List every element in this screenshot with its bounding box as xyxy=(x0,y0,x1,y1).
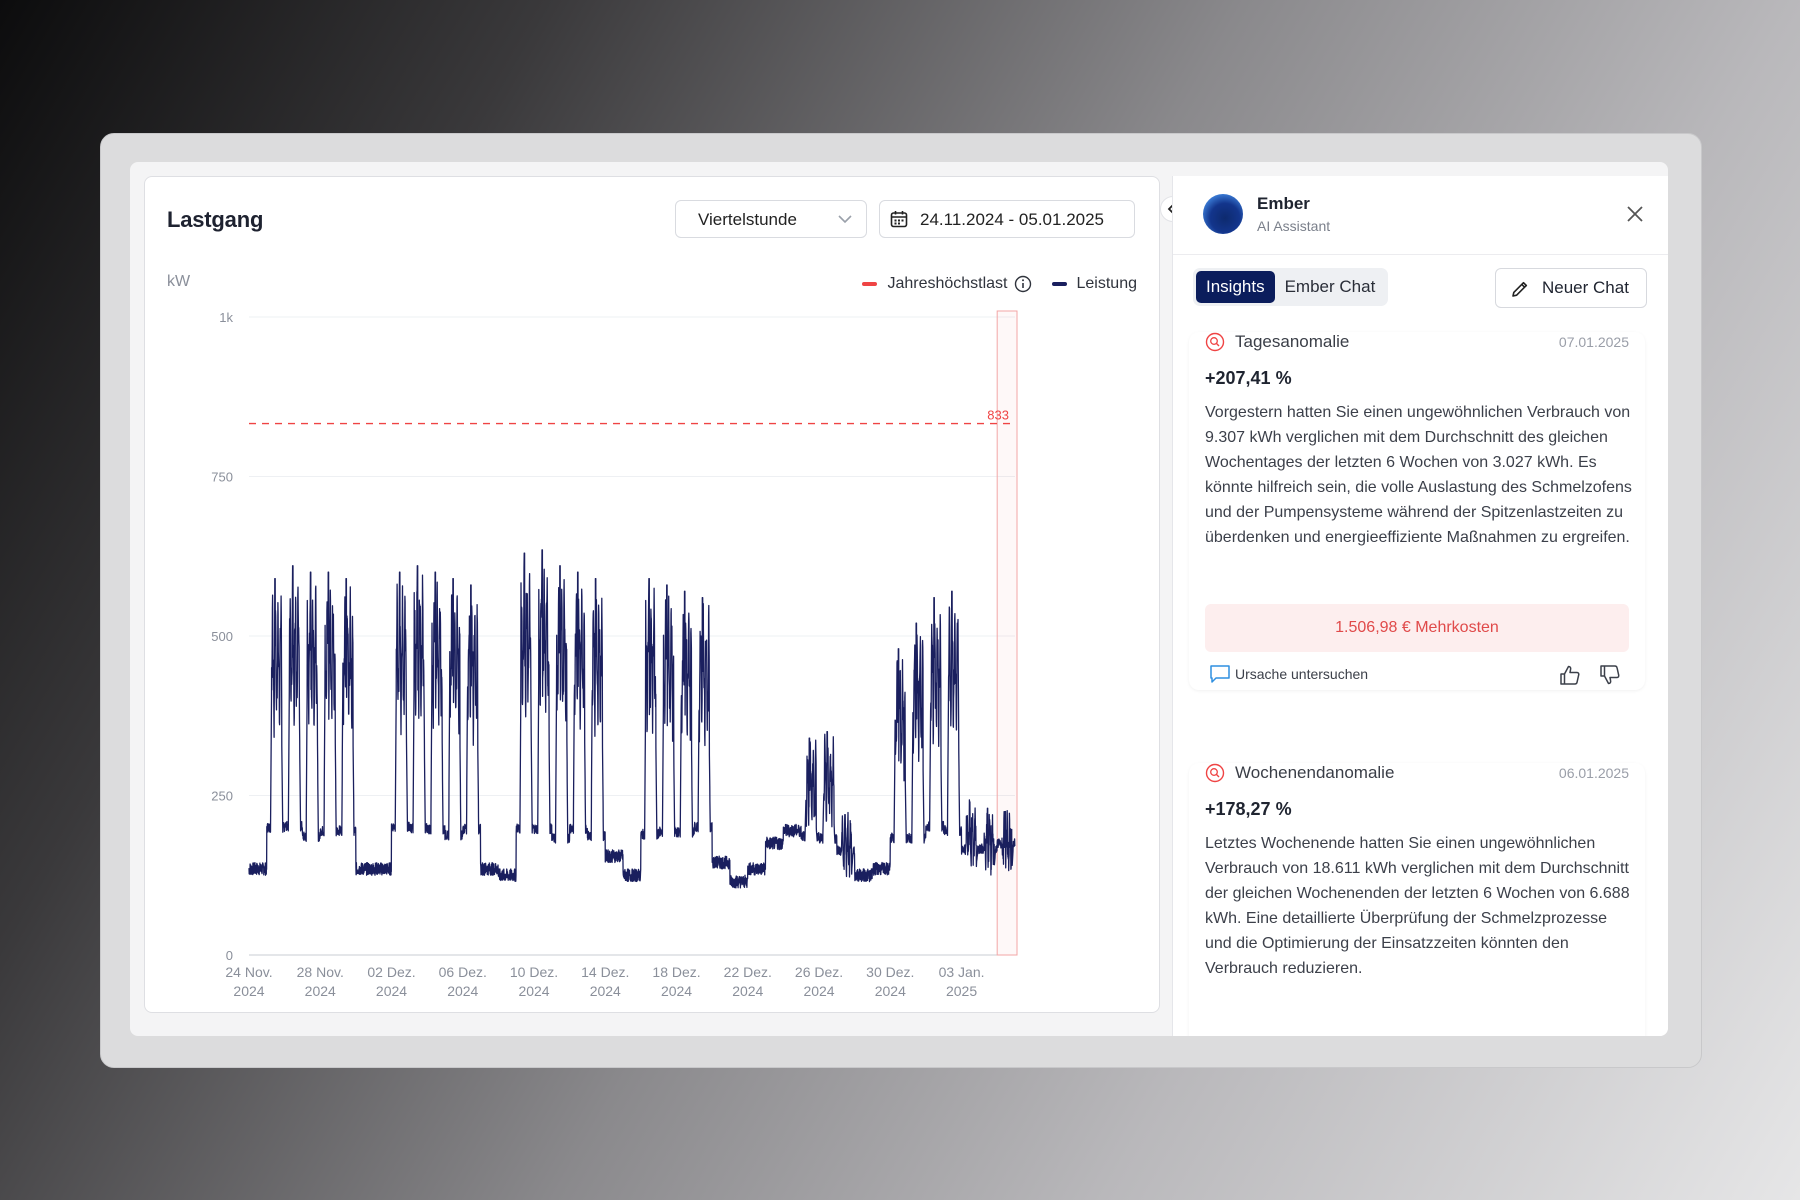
chart-title: Lastgang xyxy=(167,207,264,232)
tab-insights[interactable]: Insights xyxy=(1196,271,1275,303)
new-chat-button[interactable]: Neuer Chat xyxy=(1495,268,1647,308)
x-tick-label: 2024 xyxy=(732,983,763,999)
x-tick-label: 18 Dez. xyxy=(652,964,700,980)
date-range-picker[interactable]: 24.11.2024 - 05.01.2025 xyxy=(879,200,1135,238)
close-icon[interactable] xyxy=(1625,204,1645,224)
investigate-cause-link[interactable]: Ursache untersuchen xyxy=(1209,664,1368,684)
insight-text: Letztes Wochenende hatten Sie einen unge… xyxy=(1205,835,1630,977)
calendar-icon xyxy=(890,211,908,228)
y-tick-label: 250 xyxy=(211,789,233,804)
insight-title: Wochenendanomalie xyxy=(1235,763,1395,782)
x-tick-label: 2024 xyxy=(376,983,407,999)
interval-select-value: Viertelstunde xyxy=(698,210,797,229)
assistant-tabs: Insights Ember Chat xyxy=(1193,268,1389,306)
insight-actions: Ursache untersuchen xyxy=(1209,664,1629,688)
insight-percent: +207,41 % xyxy=(1205,368,1292,388)
legend-label-peak: Jahreshöchstlast xyxy=(887,275,1008,292)
insight-date: 06.01.2025 xyxy=(1558,765,1629,781)
tab-ember-chat[interactable]: Ember Chat xyxy=(1284,277,1376,296)
x-tick-label: 24 Nov. xyxy=(225,964,272,980)
insight-title: Tagesanomalie xyxy=(1235,332,1350,351)
chat-bubble-icon xyxy=(1210,665,1230,683)
assistant-avatar xyxy=(1203,194,1243,234)
insight-text: Vorgestern hatten Sie einen ungewöhnlich… xyxy=(1205,404,1632,546)
x-tick-label: 2024 xyxy=(803,983,834,999)
load-profile-card: Lastgang Viertelstunde 24.11.2024 - 05.0… xyxy=(144,176,1160,1013)
highlight-band xyxy=(996,310,1018,956)
thumbs-up-icon[interactable] xyxy=(1559,664,1581,686)
x-tick-label: 22 Dez. xyxy=(724,964,772,980)
anomaly-icon xyxy=(1205,763,1225,783)
interval-select[interactable]: Viertelstunde xyxy=(675,200,867,238)
insight-card: Wochenendanomalie 06.01.2025 +178,27 % L… xyxy=(1189,763,1645,1036)
x-tick-label: 14 Dez. xyxy=(581,964,629,980)
thumbs-down-icon[interactable] xyxy=(1599,664,1621,686)
insight-card: Tagesanomalie 07.01.2025 +207,41 % Vorge… xyxy=(1189,332,1645,690)
insight-percent: +178,27 % xyxy=(1205,799,1292,819)
y-tick-label: 0 xyxy=(226,948,233,963)
peak-reference-label: 833 xyxy=(987,408,1009,423)
info-icon[interactable] xyxy=(1014,275,1032,293)
chart-legend: Jahreshöchstlast Leistung xyxy=(862,275,1137,293)
assistant-panel: Ember AI Assistant Insights Ember Chat N… xyxy=(1172,176,1668,1036)
x-tick-label: 02 Dez. xyxy=(367,964,415,980)
y-tick-label: 1k xyxy=(219,310,233,325)
chevron-down-icon xyxy=(838,215,852,224)
x-tick-label: 2025 xyxy=(946,983,977,999)
x-tick-label: 26 Dez. xyxy=(795,964,843,980)
x-tick-label: 2024 xyxy=(233,983,264,999)
load-profile-chart[interactable]: 0 250 500 750 1k 24 Nov. 2024 28 Nov. 2024 02 Dez… xyxy=(145,177,1159,1012)
legend-item-power[interactable]: Leistung xyxy=(1051,275,1138,293)
panel-divider xyxy=(1173,254,1668,255)
insight-date: 07.01.2025 xyxy=(1558,334,1629,350)
x-tick-label: 30 Dez. xyxy=(866,964,914,980)
legend-item-peak[interactable]: Jahreshöchstlast xyxy=(862,275,1051,293)
x-tick-label: 2024 xyxy=(447,983,478,999)
x-tick-label: 2024 xyxy=(305,983,336,999)
legend-swatch-power xyxy=(1051,282,1067,286)
new-chat-label: Neuer Chat xyxy=(1542,278,1629,297)
y-tick-label: 500 xyxy=(211,629,233,644)
app-screen: Lastgang Viertelstunde 24.11.2024 - 05.0… xyxy=(130,162,1668,1036)
y-axis-unit: kW xyxy=(167,273,191,290)
x-tick-label: 10 Dez. xyxy=(510,964,558,980)
assistant-name: Ember xyxy=(1257,194,1310,213)
x-tick-label: 28 Nov. xyxy=(297,964,344,980)
legend-label-power: Leistung xyxy=(1076,275,1138,292)
insight-header: Tagesanomalie xyxy=(1205,332,1349,352)
x-tick-label: 2024 xyxy=(875,983,906,999)
series-line-leistung xyxy=(248,549,1016,889)
x-tick-label: 03 Jan. xyxy=(939,964,985,980)
insight-header: Wochenendanomalie xyxy=(1205,763,1394,783)
x-tick-label: 2024 xyxy=(590,983,621,999)
x-tick-label: 06 Dez. xyxy=(439,964,487,980)
y-tick-label: 750 xyxy=(211,470,233,485)
legend-swatch-peak xyxy=(862,282,878,286)
pencil-icon xyxy=(1512,281,1528,297)
assistant-role: AI Assistant xyxy=(1257,218,1331,234)
x-tick-label: 2024 xyxy=(661,983,692,999)
date-range-value: 24.11.2024 - 05.01.2025 xyxy=(920,210,1105,229)
x-tick-label: 2024 xyxy=(518,983,549,999)
anomaly-icon xyxy=(1205,332,1225,352)
investigate-cause-label: Ursache untersuchen xyxy=(1235,666,1369,682)
extra-cost-badge: 1.506,98 € Mehrkosten xyxy=(1205,604,1629,652)
